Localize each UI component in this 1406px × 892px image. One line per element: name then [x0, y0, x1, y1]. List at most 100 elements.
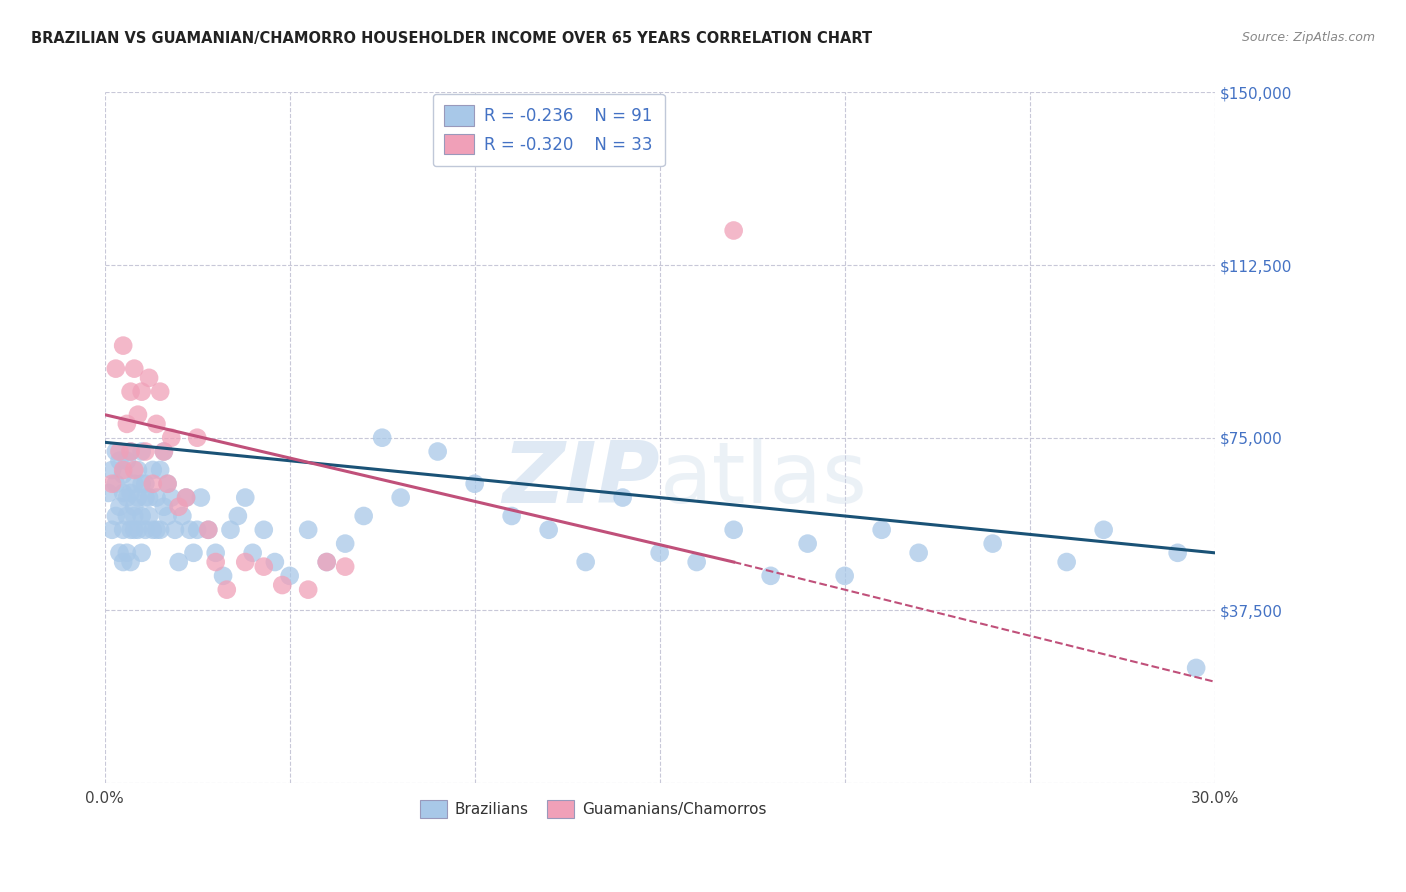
- Point: [271, 578, 294, 592]
- Point: [575, 555, 598, 569]
- Point: [145, 523, 167, 537]
- Point: [1185, 661, 1208, 675]
- Point: [297, 582, 319, 597]
- Point: [612, 491, 634, 505]
- Text: BRAZILIAN VS GUAMANIAN/CHAMORRO HOUSEHOLDER INCOME OVER 65 YEARS CORRELATION CHA: BRAZILIAN VS GUAMANIAN/CHAMORRO HOUSEHOL…: [31, 31, 872, 46]
- Point: [112, 463, 135, 477]
- Point: [278, 569, 301, 583]
- Text: Source: ZipAtlas.com: Source: ZipAtlas.com: [1241, 31, 1375, 45]
- Point: [108, 500, 131, 514]
- Point: [174, 491, 197, 505]
- Point: [112, 523, 135, 537]
- Point: [138, 491, 160, 505]
- Point: [131, 384, 153, 399]
- Point: [134, 476, 156, 491]
- Point: [156, 508, 179, 523]
- Point: [907, 546, 929, 560]
- Point: [115, 454, 138, 468]
- Point: [212, 569, 235, 583]
- Point: [115, 508, 138, 523]
- Point: [834, 569, 856, 583]
- Point: [104, 444, 127, 458]
- Point: [648, 546, 671, 560]
- Point: [190, 491, 212, 505]
- Point: [108, 546, 131, 560]
- Point: [115, 546, 138, 560]
- Point: [183, 546, 205, 560]
- Point: [233, 555, 256, 569]
- Point: [723, 223, 745, 237]
- Point: [426, 444, 449, 458]
- Point: [204, 546, 226, 560]
- Point: [389, 491, 412, 505]
- Point: [134, 491, 156, 505]
- Point: [156, 476, 179, 491]
- Point: [685, 555, 707, 569]
- Point: [981, 536, 1004, 550]
- Point: [315, 555, 337, 569]
- Point: [120, 555, 142, 569]
- Point: [464, 476, 486, 491]
- Point: [149, 463, 172, 477]
- Point: [145, 417, 167, 431]
- Text: atlas: atlas: [659, 438, 868, 521]
- Point: [124, 523, 146, 537]
- Point: [759, 569, 782, 583]
- Point: [153, 500, 176, 514]
- Point: [315, 555, 337, 569]
- Point: [333, 559, 356, 574]
- Point: [138, 371, 160, 385]
- Point: [131, 444, 153, 458]
- Point: [142, 476, 165, 491]
- Point: [112, 555, 135, 569]
- Point: [160, 491, 183, 505]
- Point: [156, 476, 179, 491]
- Point: [153, 444, 176, 458]
- Point: [186, 431, 208, 445]
- Point: [131, 546, 153, 560]
- Point: [226, 508, 249, 523]
- Point: [108, 454, 131, 468]
- Point: [253, 523, 276, 537]
- Point: [160, 431, 183, 445]
- Point: [501, 508, 523, 523]
- Point: [97, 486, 120, 500]
- Point: [124, 361, 146, 376]
- Point: [124, 500, 146, 514]
- Point: [120, 444, 142, 458]
- Text: ZIP: ZIP: [502, 438, 659, 521]
- Point: [371, 431, 394, 445]
- Point: [115, 491, 138, 505]
- Point: [197, 523, 219, 537]
- Point: [219, 523, 242, 537]
- Point: [127, 491, 149, 505]
- Point: [333, 536, 356, 550]
- Point: [537, 523, 560, 537]
- Point: [723, 523, 745, 537]
- Point: [101, 476, 124, 491]
- Point: [124, 508, 146, 523]
- Point: [112, 338, 135, 352]
- Point: [127, 408, 149, 422]
- Point: [120, 523, 142, 537]
- Point: [204, 555, 226, 569]
- Point: [120, 486, 142, 500]
- Point: [870, 523, 893, 537]
- Point: [142, 523, 165, 537]
- Legend: Brazilians, Guamanians/Chamorros: Brazilians, Guamanians/Chamorros: [413, 794, 773, 823]
- Point: [297, 523, 319, 537]
- Point: [124, 476, 146, 491]
- Point: [153, 444, 176, 458]
- Point: [172, 508, 194, 523]
- Point: [167, 500, 190, 514]
- Point: [149, 523, 172, 537]
- Point: [233, 491, 256, 505]
- Point: [134, 444, 156, 458]
- Point: [145, 491, 167, 505]
- Point: [120, 444, 142, 458]
- Point: [131, 508, 153, 523]
- Point: [112, 486, 135, 500]
- Point: [134, 523, 156, 537]
- Point: [197, 523, 219, 537]
- Point: [1056, 555, 1078, 569]
